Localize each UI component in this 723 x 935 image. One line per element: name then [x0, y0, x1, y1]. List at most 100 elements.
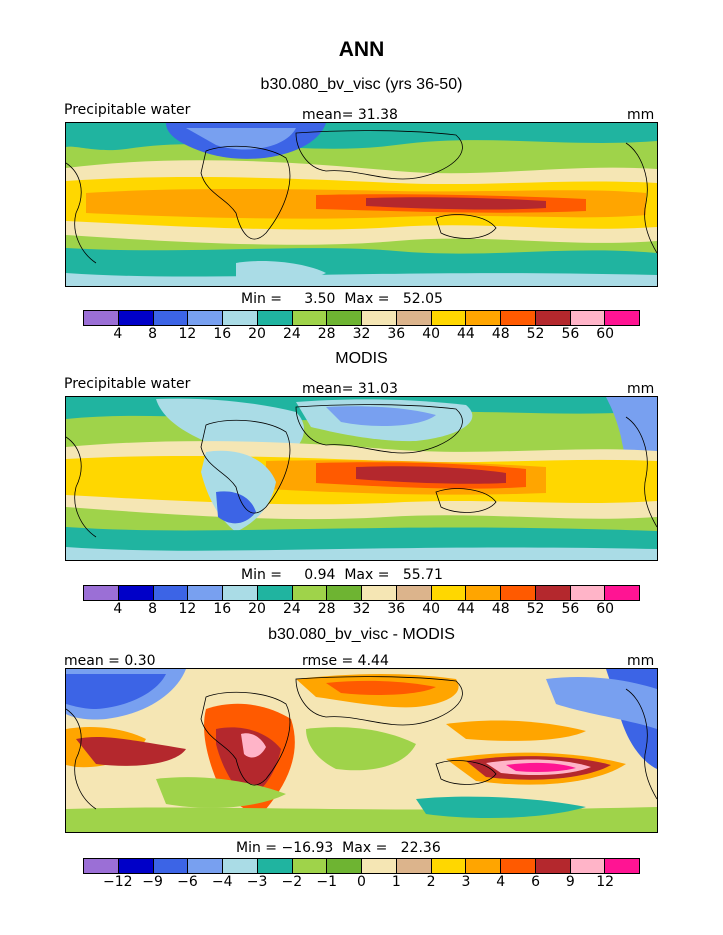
colorbar-swatch [223, 859, 258, 873]
panel-1-contour-field [66, 123, 657, 286]
panel-3-colorbar-ticks: −12 −9 −6 −4 −3 −2 −1 0 1 2 3 4 6 9 12 [83, 874, 640, 892]
colorbar-swatch [188, 586, 223, 600]
colorbar-swatch [257, 311, 293, 325]
colorbar-tick-label: 9 [565, 874, 575, 890]
colorbar-tick-label: 48 [491, 601, 510, 617]
panel-2-map [65, 396, 658, 561]
colorbar-swatch [396, 311, 432, 325]
colorbar-tick-label: −6 [177, 874, 198, 890]
panel-3-colorbar [83, 858, 640, 874]
colorbar-tick-label: −1 [316, 874, 338, 890]
colorbar-swatch [431, 586, 467, 600]
panel-2-variable-label: Precipitable water [64, 376, 191, 392]
panel-2-colorbar-ticks: 4 8 12 16 20 24 28 32 36 40 44 48 52 56 60 [83, 601, 640, 619]
colorbar-tick-label: 16 [213, 601, 232, 617]
panel-2-contour-field [66, 397, 657, 560]
colorbar-swatch [84, 311, 119, 325]
colorbar-swatch [466, 586, 501, 600]
colorbar-tick-label: −12 [103, 874, 133, 890]
colorbar-swatch [431, 859, 467, 873]
colorbar-swatch [362, 586, 397, 600]
colorbar-swatch [535, 311, 571, 325]
panel-3-subtitle: b30.080_bv_visc - MODIS [268, 626, 455, 643]
panel-3-units-label: mm [627, 653, 655, 669]
colorbar-tick-label: 28 [317, 326, 336, 342]
colorbar-tick-label: 24 [282, 326, 301, 342]
colorbar-tick-label: 20 [248, 326, 266, 342]
colorbar-swatch [466, 859, 501, 873]
colorbar-swatch [292, 586, 328, 600]
colorbar-tick-label: 48 [491, 326, 510, 342]
colorbar-swatch [153, 311, 189, 325]
colorbar-tick-label: 40 [422, 601, 441, 617]
colorbar-swatch [327, 859, 362, 873]
colorbar-swatch [570, 311, 606, 325]
colorbar-tick-label: 1 [391, 874, 401, 890]
colorbar-tick-label: 12 [596, 874, 615, 890]
colorbar-swatch [327, 311, 362, 325]
colorbar-swatch [466, 311, 501, 325]
colorbar-swatch [431, 311, 467, 325]
colorbar-swatch [501, 311, 536, 325]
colorbar-swatch [118, 586, 154, 600]
panel-2-subtitle: MODIS [335, 350, 388, 367]
panel-3-rmse-label: rmse = 4.44 [302, 653, 389, 669]
colorbar-tick-label: 60 [596, 326, 615, 342]
colorbar-tick-label: −2 [281, 874, 303, 890]
panel-2-minmax: Min = 0.94 Max = 55.71 [241, 567, 443, 583]
colorbar-swatch [84, 859, 119, 873]
panel-1-colorbar-ticks: 4 8 12 16 20 24 28 32 36 40 44 48 52 56 60 [83, 326, 640, 344]
colorbar-tick-label: 4 [496, 874, 506, 890]
colorbar-swatch [118, 859, 154, 873]
panel-3-minmax: Min = −16.93 Max = 22.36 [236, 840, 441, 856]
colorbar-swatch [396, 586, 432, 600]
panel-1-map [65, 122, 658, 287]
panel-3-contour-field [66, 669, 657, 832]
colorbar-swatch [257, 586, 293, 600]
colorbar-tick-label: 32 [352, 601, 371, 617]
colorbar-swatch [605, 586, 639, 600]
colorbar-tick-label: 12 [178, 326, 197, 342]
panel-1-units-label: mm [627, 107, 655, 123]
colorbar-tick-label: 4 [113, 601, 123, 617]
colorbar-tick-label: 40 [422, 326, 441, 342]
colorbar-swatch [362, 311, 397, 325]
colorbar-swatch [396, 859, 432, 873]
colorbar-tick-label: 44 [457, 601, 475, 617]
colorbar-swatch [84, 586, 119, 600]
panel-3-map [65, 668, 658, 833]
panel-1-mean-label: mean= 31.38 [302, 107, 398, 123]
colorbar-tick-label: 16 [213, 326, 232, 342]
colorbar-tick-label: 8 [148, 601, 158, 617]
colorbar-tick-label: −9 [142, 874, 163, 890]
colorbar-tick-label: 0 [357, 874, 366, 890]
colorbar-swatch [188, 859, 223, 873]
panel-2-colorbar [83, 585, 640, 601]
colorbar-swatch [327, 586, 362, 600]
colorbar-swatch [605, 311, 639, 325]
colorbar-swatch [501, 859, 536, 873]
panel-1-variable-label: Precipitable water [64, 102, 191, 118]
colorbar-tick-label: 8 [148, 326, 158, 342]
colorbar-swatch [153, 859, 189, 873]
colorbar-swatch [257, 859, 293, 873]
colorbar-swatch [292, 311, 328, 325]
colorbar-swatch [118, 311, 154, 325]
colorbar-tick-label: 56 [561, 601, 580, 617]
colorbar-tick-label: −3 [246, 874, 268, 890]
panel-3-mean-label: mean = 0.30 [64, 653, 156, 669]
colorbar-swatch [501, 586, 536, 600]
colorbar-tick-label: 52 [526, 601, 545, 617]
colorbar-swatch [292, 859, 328, 873]
colorbar-tick-label: 24 [282, 601, 301, 617]
colorbar-tick-label: 4 [113, 326, 123, 342]
colorbar-swatch [570, 859, 606, 873]
panel-1-subtitle: b30.080_bv_visc (yrs 36-50) [260, 76, 463, 93]
colorbar-swatch [535, 586, 571, 600]
colorbar-tick-label: −4 [211, 874, 233, 890]
colorbar-tick-label: 28 [317, 601, 336, 617]
colorbar-tick-label: 52 [526, 326, 545, 342]
colorbar-tick-label: 36 [387, 326, 406, 342]
colorbar-tick-label: 56 [561, 326, 580, 342]
panel-2-units-label: mm [627, 381, 655, 397]
